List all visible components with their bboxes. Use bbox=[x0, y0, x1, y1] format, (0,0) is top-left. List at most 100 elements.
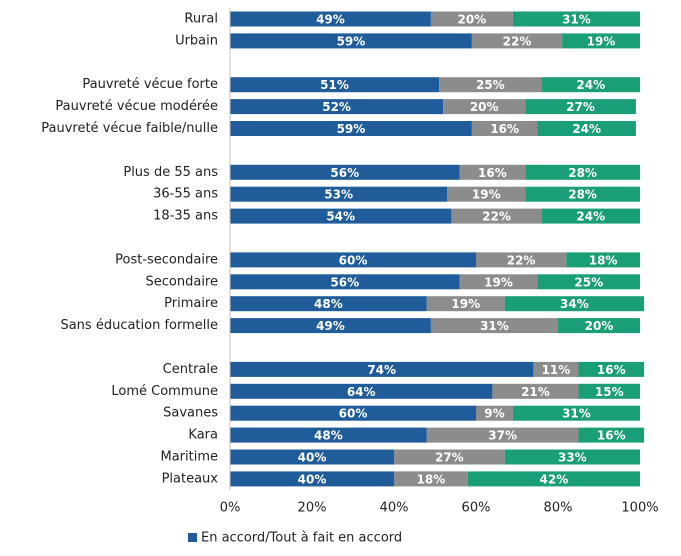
value-label: 56% bbox=[330, 275, 359, 289]
value-label: 18% bbox=[589, 253, 618, 267]
y-tick-label: Pauvreté vécue faible/nulle bbox=[41, 121, 218, 136]
bar-segment bbox=[230, 99, 444, 115]
value-label: 19% bbox=[451, 297, 480, 311]
y-tick-label: Rural bbox=[184, 12, 218, 27]
x-tick-label: 40% bbox=[380, 501, 409, 516]
y-tick-label: Plateaux bbox=[162, 471, 219, 486]
y-tick-label: 18-35 ans bbox=[153, 209, 218, 224]
bar-segment bbox=[541, 208, 640, 224]
y-tick-label: Kara bbox=[188, 428, 218, 443]
x-tick-label: 0% bbox=[220, 501, 241, 516]
value-label: 40% bbox=[298, 472, 327, 486]
value-label: 19% bbox=[484, 275, 513, 289]
bar-segment bbox=[230, 405, 476, 421]
y-tick-label: Pauvreté vécue modérée bbox=[55, 99, 218, 114]
bar-segment bbox=[533, 361, 579, 377]
value-label: 28% bbox=[568, 166, 597, 180]
value-label: 16% bbox=[597, 429, 626, 443]
value-label: 20% bbox=[470, 100, 499, 114]
bar-segment bbox=[230, 361, 534, 377]
bar-segment bbox=[558, 318, 640, 334]
bar-segment bbox=[476, 405, 513, 421]
value-label: 59% bbox=[337, 34, 366, 48]
value-label: 11% bbox=[542, 363, 571, 377]
value-label: 28% bbox=[568, 188, 597, 202]
bar-segment bbox=[230, 164, 460, 180]
value-label: 53% bbox=[324, 188, 353, 202]
bar-segment bbox=[439, 77, 542, 93]
bar-segment bbox=[230, 449, 394, 465]
value-label: 49% bbox=[316, 319, 345, 333]
value-label: 22% bbox=[482, 210, 511, 224]
y-tick-label: Pauvreté vécue forte bbox=[82, 77, 218, 92]
value-label: 74% bbox=[367, 363, 396, 377]
value-label: 37% bbox=[488, 429, 517, 443]
bar-segment bbox=[230, 296, 427, 312]
bar-segment bbox=[578, 427, 645, 443]
bar-segment bbox=[447, 186, 526, 202]
value-label: 64% bbox=[347, 385, 376, 399]
bar-segment bbox=[394, 471, 468, 487]
y-tick-label: 36-55 ans bbox=[153, 187, 218, 202]
bar-segment bbox=[471, 121, 538, 136]
value-label: 16% bbox=[597, 363, 626, 377]
bar-segment bbox=[504, 296, 645, 312]
y-tick-label: Urbain bbox=[175, 33, 218, 48]
bar-segment bbox=[566, 252, 640, 268]
bar-segment bbox=[426, 296, 505, 312]
value-label: 34% bbox=[560, 297, 589, 311]
bar-segment bbox=[525, 164, 640, 180]
value-label: 31% bbox=[562, 407, 591, 421]
legend-swatch bbox=[188, 533, 197, 542]
y-tick-label: Savanes bbox=[163, 406, 218, 421]
value-label: 16% bbox=[478, 166, 507, 180]
value-label: 48% bbox=[314, 297, 343, 311]
bar-segment bbox=[459, 164, 526, 180]
value-label: 22% bbox=[503, 34, 532, 48]
x-tick-label: 80% bbox=[544, 501, 573, 516]
bar-segment bbox=[471, 33, 563, 49]
bar-segment bbox=[230, 11, 431, 27]
value-label: 22% bbox=[507, 253, 536, 267]
y-tick-label: Post-secondaire bbox=[115, 252, 218, 267]
bar-segment bbox=[394, 449, 505, 465]
value-label: 52% bbox=[322, 100, 351, 114]
value-label: 9% bbox=[484, 407, 504, 421]
bar-segment bbox=[230, 252, 476, 268]
x-tick-label: 60% bbox=[462, 501, 491, 516]
value-label: 49% bbox=[316, 13, 345, 27]
value-label: 27% bbox=[435, 451, 464, 465]
value-label: 40% bbox=[298, 451, 327, 465]
bar-segment bbox=[426, 427, 579, 443]
value-label: 25% bbox=[574, 275, 603, 289]
value-label: 54% bbox=[326, 210, 355, 224]
x-tick-label: 20% bbox=[298, 501, 327, 516]
value-label: 51% bbox=[320, 78, 349, 92]
value-label: 25% bbox=[476, 78, 505, 92]
bar-segment bbox=[443, 99, 526, 115]
bar-segment bbox=[578, 383, 640, 399]
value-label: 24% bbox=[576, 78, 605, 92]
value-label: 19% bbox=[472, 188, 501, 202]
value-label: 20% bbox=[585, 319, 614, 333]
bar-segment bbox=[537, 121, 636, 136]
bar-segment bbox=[578, 361, 645, 377]
bar-segment bbox=[430, 11, 513, 27]
bar-segment bbox=[525, 186, 640, 202]
value-label: 20% bbox=[458, 13, 487, 27]
value-label: 19% bbox=[587, 34, 616, 48]
bar-segment bbox=[230, 471, 394, 487]
x-tick-label: 100% bbox=[621, 501, 658, 516]
value-label: 24% bbox=[576, 210, 605, 224]
bar-segment bbox=[230, 318, 431, 334]
value-label: 42% bbox=[540, 472, 569, 486]
value-label: 60% bbox=[339, 407, 368, 421]
value-label: 33% bbox=[558, 451, 587, 465]
bar-segment bbox=[492, 383, 579, 399]
y-tick-label: Secondaire bbox=[146, 274, 218, 289]
bar-segment bbox=[230, 208, 452, 224]
y-tick-label: Plus de 55 ans bbox=[123, 165, 218, 180]
bar-segment bbox=[525, 99, 636, 115]
value-label: 48% bbox=[314, 429, 343, 443]
